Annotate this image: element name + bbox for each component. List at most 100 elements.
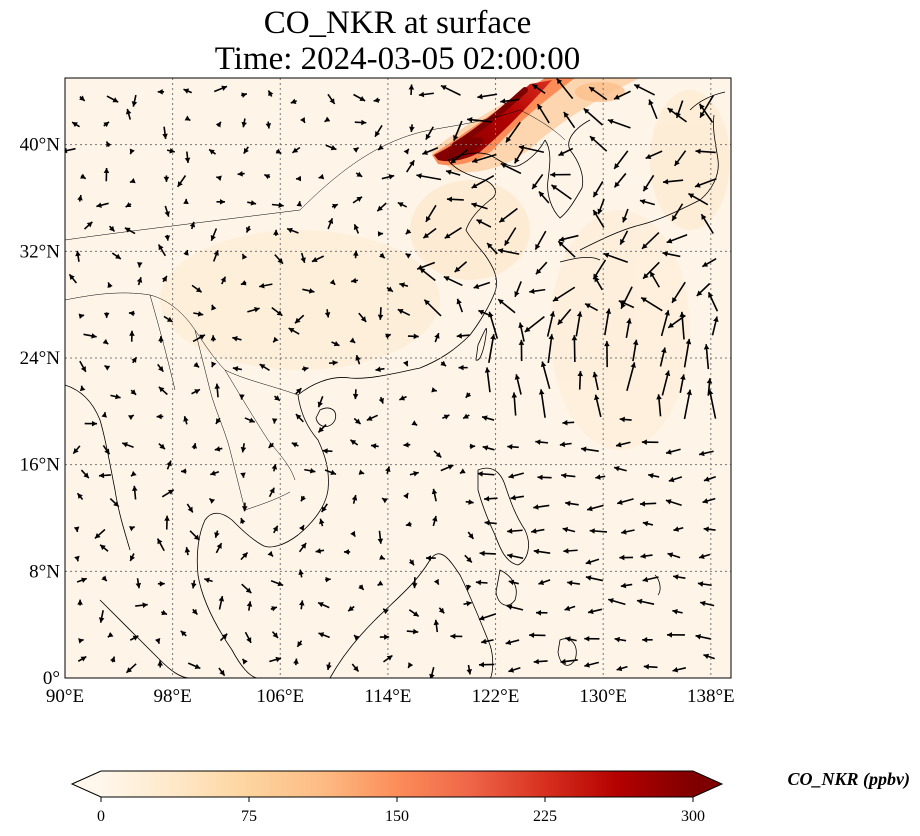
wind-arrow [583,107,604,126]
wind-arrow [514,374,522,395]
wind-arrow [102,445,111,455]
wind-arrow [511,392,518,416]
wind-arrow [274,254,284,265]
wind-arrow [621,529,635,535]
wind-arrow [478,613,497,621]
wind-arrow [352,196,363,204]
wind-arrow [247,200,257,206]
wind-arrow [477,471,495,477]
wind-arrow [633,83,656,96]
wind-arrow [643,663,658,670]
wind-arrow [425,204,437,223]
wind-arrow [440,360,447,367]
wind-arrow [559,441,572,448]
wind-arrow [701,258,717,268]
wind-arrow [268,487,275,498]
wind-arrow [433,450,442,459]
wind-arrow [533,504,550,510]
wind-arrow [594,394,602,418]
wind-arrow [212,249,219,262]
wind-arrow [125,108,132,120]
wind-arrow [471,202,488,210]
background-concentration [160,90,730,450]
wind-arrow [318,632,330,639]
wind-arrow [665,499,682,507]
wind-arrow [550,171,571,178]
wind-arrow [662,251,681,258]
wind-arrow [425,555,436,561]
wind-arrow [642,261,660,280]
wind-arrow [514,281,522,298]
wind-arrow [130,389,137,396]
wind-arrow [291,146,301,154]
wind-arrow [615,441,631,448]
wind-arrow [79,95,86,102]
colorbar-max-extend [693,771,722,797]
wind-arrow [584,635,600,642]
wind-arrow [604,341,610,368]
wind-arrow [505,639,520,646]
wind-arrow [247,307,260,313]
wind-arrow [476,219,492,228]
wind-arrow [584,661,600,668]
wind-arrow [191,284,203,293]
wind-arrow [666,632,685,638]
wind-arrow [218,667,226,677]
wind-arrow [564,605,576,611]
wind-arrow [270,580,284,587]
wind-arrow [556,78,574,100]
wind-arrow [127,414,135,421]
wind-arrow [318,173,325,180]
wind-arrow [259,282,273,289]
wind-arrow [353,634,360,641]
wind-arrow [399,395,407,401]
wind-arrow [319,518,325,527]
wind-arrow [672,608,683,615]
wind-arrow [454,261,468,273]
wind-arrow [640,553,653,559]
wind-arrow [77,655,87,662]
wind-arrow [585,558,600,565]
wind-arrow [163,175,170,182]
wind-arrow [557,240,576,258]
wind-arrow [296,201,303,207]
wind-arrow [215,542,223,554]
wind-arrow [565,500,579,507]
wind-arrow [640,296,663,312]
wind-arrow [458,364,468,371]
wind-arrow [648,99,658,120]
wind-arrow [84,420,98,427]
wind-arrow [110,656,116,663]
wind-arrow [699,600,715,607]
wind-arrow [382,654,393,663]
wind-arrow [471,153,497,164]
wind-arrow [156,413,164,420]
wind-arrow [157,580,165,587]
wind-arrow [302,288,315,294]
wind-arrow [352,250,359,259]
wind-arrow [535,439,549,445]
wind-arrow [94,528,106,540]
wind-arrow [595,474,606,480]
wind-arrow [422,147,439,155]
map-subtitle-time: Time: 2024-03-05 02:00:00 [214,41,581,77]
wind-arrow [673,574,686,580]
wind-arrow [698,553,711,560]
wind-arrow [498,207,518,223]
colorbar-ticks: 0 75 150 225 300 [97,797,705,825]
wind-arrow [588,86,608,101]
wind-arrow [80,469,90,479]
wind-arrow [531,528,545,534]
wind-arrow [397,201,408,208]
wind-arrow [442,414,450,420]
wind-arrow [467,116,492,123]
wind-arrow [350,530,356,538]
wind-arrow [327,217,334,230]
wind-arrow [353,223,360,234]
wind-arrow [187,662,201,670]
colorbar-tick-label: 300 [681,808,705,825]
wind-arrow [129,177,136,184]
wind-arrow [703,476,716,482]
wind-arrow [563,111,576,129]
wind-arrow [586,504,604,512]
